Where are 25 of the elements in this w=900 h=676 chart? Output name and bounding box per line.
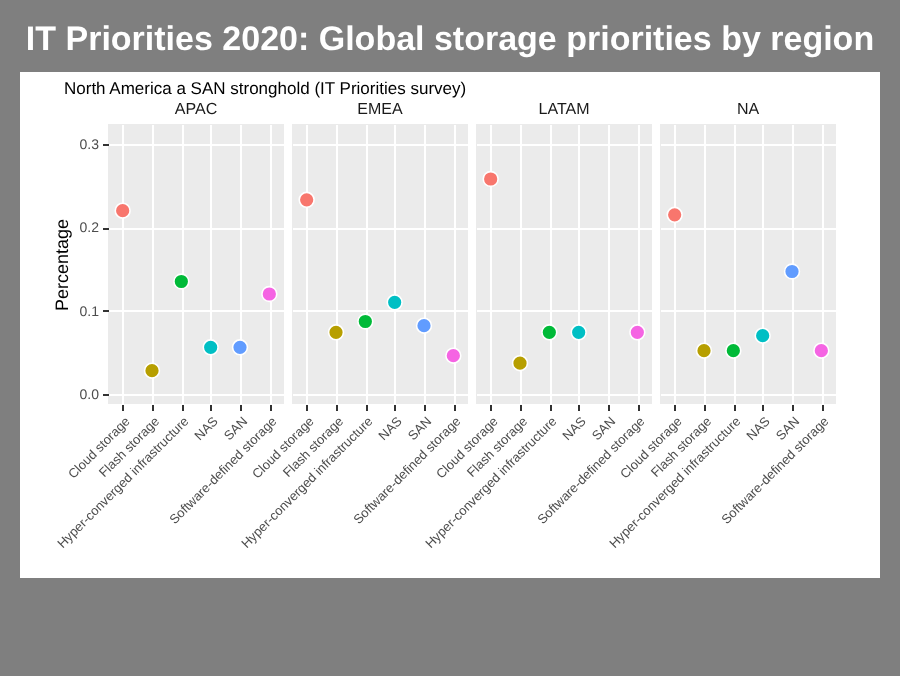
point: [695, 342, 713, 359]
point: [386, 294, 403, 311]
point: [327, 324, 345, 341]
point: [783, 263, 801, 280]
point: [143, 362, 161, 379]
point: [813, 342, 830, 359]
text: North America a SAN stronghold (IT Priorities survey): [62, 78, 469, 98]
point: [666, 206, 683, 224]
point: [114, 202, 131, 219]
point: [202, 339, 219, 356]
point: [357, 313, 374, 330]
point: [231, 339, 249, 356]
point: [725, 342, 742, 359]
point: [445, 347, 462, 364]
point: [298, 191, 315, 209]
chart-title: EMEA: [357, 100, 404, 118]
point: [754, 327, 771, 344]
chart-title: NA: [736, 100, 761, 118]
chart-title: APAC: [174, 100, 218, 118]
point: [415, 317, 433, 334]
point: [173, 273, 190, 290]
text: IT Priorities 2020: Global storage priorities by region: [23, 18, 877, 62]
chart-title: LATAM: [538, 100, 591, 118]
y-axis-title: Percentage: [51, 218, 72, 312]
point: [261, 285, 278, 303]
